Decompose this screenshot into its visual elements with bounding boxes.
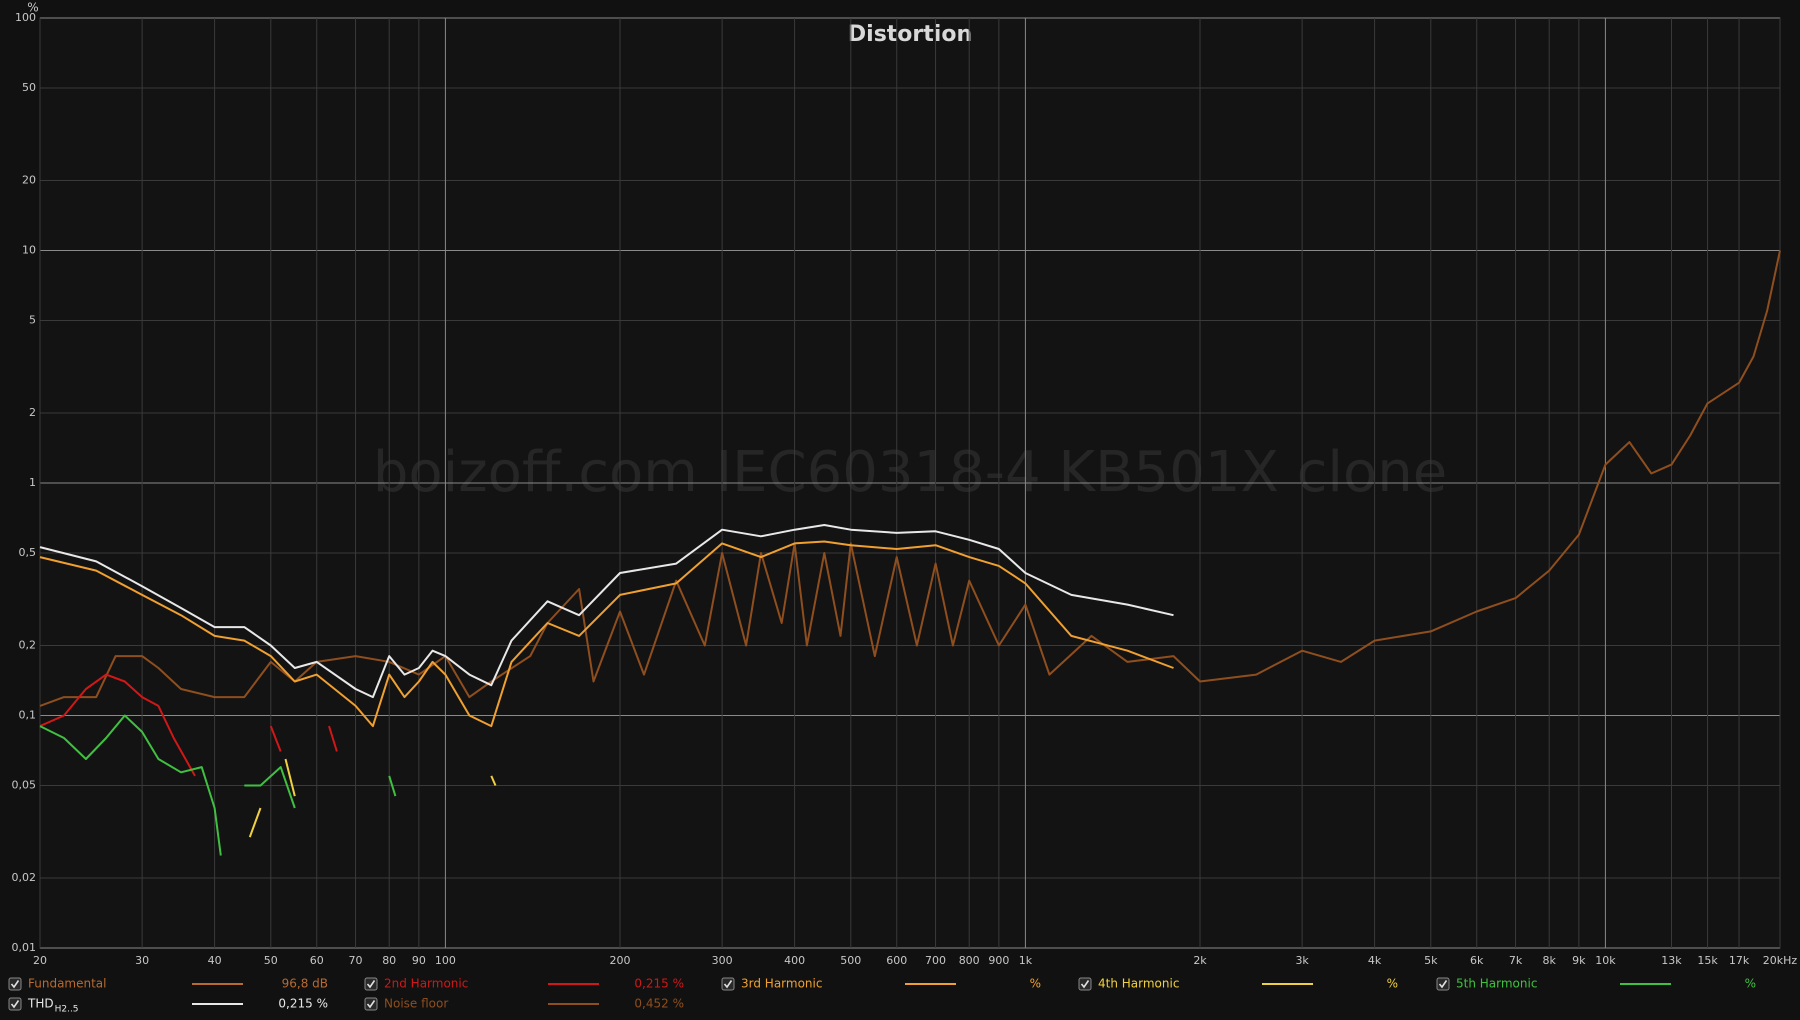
x-tick-label: 100 [435, 954, 456, 967]
checkmark [366, 980, 376, 989]
watermark: boizoff.com IEC60318-4 KB501X clone [373, 440, 1447, 505]
legend-checkbox[interactable] [364, 997, 378, 1011]
x-tick-label: 90 [412, 954, 426, 967]
x-tick-label: 200 [610, 954, 631, 967]
legend-name: THD [27, 997, 54, 1011]
legend-readout: % [1387, 977, 1398, 991]
legend-entry[interactable]: 2nd Harmonic 0,215 % [364, 977, 684, 991]
checkmark [1080, 980, 1090, 989]
x-tick-label: 300 [712, 954, 733, 967]
x-tick-label: 50 [264, 954, 278, 967]
y-tick-label: 100 [15, 11, 36, 24]
x-tick-label: 7k [1509, 954, 1523, 967]
x-tick-label: 600 [886, 954, 907, 967]
legend-name: 3rd Harmonic [741, 977, 822, 991]
legend-entry[interactable]: 3rd Harmonic% [721, 977, 1041, 991]
legend-readout: 0,215 % [278, 997, 328, 1011]
x-tick-label: 4k [1368, 954, 1382, 967]
x-tick-label: 6k [1470, 954, 1484, 967]
x-tick-label: 700 [925, 954, 946, 967]
legend-readout: 96,8 dB [282, 977, 328, 991]
y-tick-label: 0,5 [19, 546, 37, 559]
checkmark [10, 1000, 20, 1009]
legend-name: 5th Harmonic [1456, 977, 1537, 991]
series-line [248, 758, 497, 838]
legend-name-sub: H2..5 [55, 1005, 79, 1015]
legend-checkbox[interactable] [8, 977, 22, 991]
legend-name: 2nd Harmonic [384, 977, 468, 991]
legend-name: 4th Harmonic [1098, 977, 1179, 991]
legend-checkbox[interactable] [1436, 977, 1450, 991]
x-tick-label: 8k [1543, 954, 1557, 967]
y-tick-label: 0,02 [12, 871, 37, 884]
series-line [39, 524, 1174, 699]
x-tick-label: 2k [1193, 954, 1207, 967]
checkmark [366, 1000, 376, 1009]
legend-entry[interactable]: Fundamental 96,8 dB [8, 977, 328, 991]
legend-readout: % [1030, 977, 1041, 991]
series-line [39, 714, 397, 856]
legend-checkbox[interactable] [1078, 977, 1092, 991]
x-tick-label: 17k [1729, 954, 1750, 967]
x-tick-label: 3k [1295, 954, 1309, 967]
y-tick-label: 1 [29, 476, 36, 489]
x-tick-label: 15k [1697, 954, 1718, 967]
x-tick-label: 5k [1424, 954, 1438, 967]
y-tick-label: 10 [22, 244, 36, 257]
legend-name: Noise floor [384, 997, 448, 1011]
legend-entry[interactable]: 4th Harmonic% [1078, 977, 1398, 991]
checkmark [1438, 980, 1448, 989]
legend-readout: % [1745, 977, 1756, 991]
legend-readout: 0,215 % [634, 977, 684, 991]
x-tick-label: 400 [784, 954, 805, 967]
y-tick-label: 20 [22, 174, 36, 187]
x-tick-label: 20 [33, 954, 47, 967]
x-tick-label: 500 [840, 954, 861, 967]
x-tick-label: 70 [349, 954, 363, 967]
x-tick-label: 900 [988, 954, 1009, 967]
legend-name: Fundamental [28, 977, 107, 991]
legend-checkbox[interactable] [364, 977, 378, 991]
x-tick-label: 800 [959, 954, 980, 967]
y-tick-label: 0,01 [12, 941, 37, 954]
x-tick-label: 80 [382, 954, 396, 967]
checkmark [10, 980, 20, 989]
series-line [39, 540, 1174, 728]
y-tick-label: 0,1 [19, 709, 37, 722]
y-tick-label: 5 [29, 313, 36, 326]
y-axis-label: % [27, 1, 38, 15]
y-tick-label: 50 [22, 81, 36, 94]
chart-title: Distortion [848, 22, 972, 47]
x-tick-label: 60 [310, 954, 324, 967]
x-tick-label: 13k [1661, 954, 1682, 967]
legend-checkbox[interactable] [8, 997, 22, 1011]
x-tick-label: 20kHz [1763, 954, 1798, 967]
x-tick-label: 1k [1019, 954, 1033, 967]
x-tick-label: 30 [135, 954, 149, 967]
y-tick-label: 0,2 [19, 639, 37, 652]
legend-entry[interactable]: Noise floor 0,452 % [364, 997, 684, 1011]
x-tick-label: 10k [1595, 954, 1616, 967]
legend-checkbox[interactable] [721, 977, 735, 991]
legend-entry[interactable]: THD H2..5 0,215 % [8, 997, 328, 1015]
y-tick-label: 0,05 [12, 778, 37, 791]
x-tick-label: 40 [208, 954, 222, 967]
legend-readout: 0,452 % [634, 997, 684, 1011]
x-tick-label: 9k [1572, 954, 1586, 967]
checkmark [723, 980, 733, 989]
y-tick-label: 2 [29, 406, 36, 419]
legend-entry[interactable]: 5th Harmonic% [1436, 977, 1756, 991]
